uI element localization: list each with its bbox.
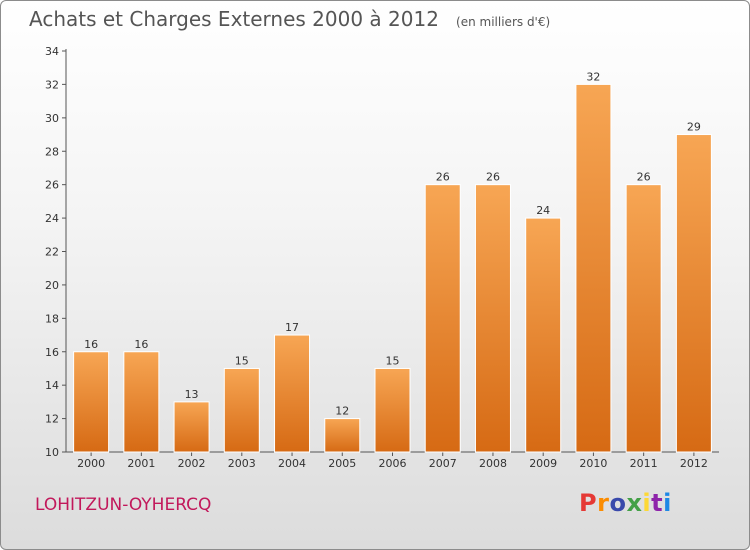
value-label-2012: 29 — [687, 121, 701, 134]
bar-2001 — [123, 351, 160, 453]
x-tick-label-2002: 2002 — [178, 457, 206, 470]
x-tick-label-2000: 2000 — [77, 457, 105, 470]
bar-2004 — [274, 334, 311, 453]
y-tick-label: 16 — [45, 346, 59, 359]
chart-bars — [73, 83, 712, 453]
x-tick-label-2010: 2010 — [579, 457, 607, 470]
value-label-2010: 32 — [586, 70, 600, 83]
value-label-2008: 26 — [486, 171, 500, 184]
y-tick-label: 30 — [45, 112, 59, 125]
x-tick-label-2006: 2006 — [379, 457, 407, 470]
logo-letter: o — [609, 489, 627, 517]
value-label-2007: 26 — [436, 171, 450, 184]
value-label-2003: 15 — [235, 354, 249, 367]
logo-letter: P — [579, 489, 598, 517]
bar-2000 — [73, 351, 110, 453]
bar-2008 — [474, 184, 511, 453]
bar-2010 — [575, 83, 612, 453]
x-tick-label-2009: 2009 — [529, 457, 557, 470]
value-label-2000: 16 — [84, 338, 98, 351]
value-label-2006: 15 — [386, 354, 400, 367]
proxiti-logo: Proxiti — [579, 489, 672, 517]
y-tick-label: 34 — [45, 45, 59, 58]
commune-name: LOHITZUN-OYHERCQ — [35, 495, 212, 515]
x-tick-label-2008: 2008 — [479, 457, 507, 470]
y-tick-label: 20 — [45, 279, 59, 292]
x-tick-label-2004: 2004 — [278, 457, 306, 470]
bar-2005 — [324, 418, 361, 453]
x-tick-label-2011: 2011 — [630, 457, 658, 470]
value-label-2009: 24 — [536, 204, 550, 217]
logo-letter: i — [663, 489, 672, 517]
x-tick-label-2007: 2007 — [429, 457, 457, 470]
x-tick-label-2001: 2001 — [127, 457, 155, 470]
y-tick-label: 14 — [45, 379, 59, 392]
logo-letter: t — [651, 489, 664, 517]
y-tick-label: 22 — [45, 246, 59, 259]
bar-2007 — [424, 184, 461, 453]
chart-unit-note: (en milliers d'€) — [456, 15, 551, 29]
logo-letter: x — [626, 489, 643, 517]
value-label-2002: 13 — [185, 388, 199, 401]
y-tick-label: 10 — [45, 446, 59, 459]
y-tick-label: 26 — [45, 179, 59, 192]
chart-axes: 10 12 14 16 18 20 22 24 26 28 30 32 34 — [45, 45, 719, 459]
logo-letter: r — [597, 489, 610, 517]
value-label-2005: 12 — [335, 405, 349, 418]
bar-2003 — [223, 367, 260, 453]
value-label-2011: 26 — [637, 171, 651, 184]
value-label-2001: 16 — [134, 338, 148, 351]
chart-labels: 16 2000 16 2001 13 2002 15 2003 17 2004 12 2005 15 20… — [77, 70, 708, 470]
bar-2012 — [675, 134, 712, 453]
y-tick-label: 32 — [45, 78, 59, 91]
y-tick-label: 12 — [45, 413, 59, 426]
x-tick-label-2012: 2012 — [680, 457, 708, 470]
bar-2002 — [173, 401, 210, 453]
y-tick-label: 18 — [45, 312, 59, 325]
x-tick-label-2003: 2003 — [228, 457, 256, 470]
chart-title: Achats et Charges Externes 2000 à 2012 — [29, 7, 439, 31]
y-tick-label: 28 — [45, 145, 59, 158]
logo-letter: i — [642, 489, 652, 517]
bar-2009 — [525, 217, 562, 453]
y-tick-label: 24 — [45, 212, 59, 225]
bar-2011 — [625, 184, 662, 453]
x-tick-label-2005: 2005 — [328, 457, 356, 470]
value-label-2004: 17 — [285, 321, 299, 334]
bar-2006 — [374, 367, 411, 453]
chart-title-block: Achats et Charges Externes 2000 à 2012 (… — [29, 7, 550, 31]
